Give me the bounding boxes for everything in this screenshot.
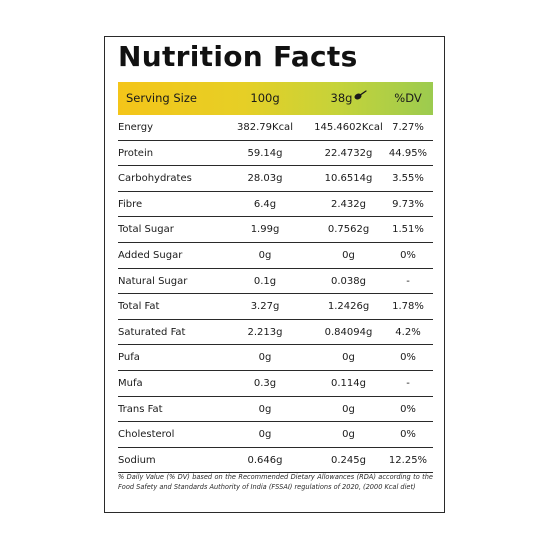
nutrient-name: Natural Sugar: [118, 275, 188, 287]
value-100g: 0.3g: [253, 377, 277, 389]
serving-size-header: Serving Size 100g 38g %DV: [118, 82, 433, 115]
table-row: Energy 382.79Kcal 145.4602Kcal 7.27%: [118, 115, 433, 141]
table-row: Mufa 0.3g 0.114g -: [118, 371, 433, 397]
value-100g: 0g: [258, 403, 272, 415]
percent-dv: 3.55%: [392, 173, 424, 185]
value-100g: 28.03g: [247, 173, 283, 185]
table-row: Fibre 6.4g 2.432g 9.73%: [118, 192, 433, 218]
table-row: Total Fat 3.27g 1.2426g 1.78%: [118, 294, 433, 320]
table-row: Pufa 0g 0g 0%: [118, 345, 433, 371]
nutrient-name: Mufa: [118, 377, 143, 389]
value-38g: 0g: [342, 403, 355, 415]
table-row: Sodium 0.646g 0.245g 12.25%: [118, 448, 433, 474]
value-100g: 6.4g: [253, 198, 277, 210]
value-100g: 59.14g: [247, 147, 283, 159]
table-row: Cholesterol 0g 0g 0%: [118, 422, 433, 448]
nutrition-facts-panel: [104, 36, 445, 513]
table-row: Trans Fat 0g 0g 0%: [118, 397, 433, 423]
value-100g: 0.1g: [253, 275, 277, 287]
table-row: Saturated Fat 2.213g 0.84094g 4.2%: [118, 320, 433, 346]
nutrient-name: Total Fat: [118, 301, 160, 313]
percent-dv: 0%: [400, 429, 416, 441]
percent-dv: 1.78%: [392, 301, 424, 313]
nutrient-name: Protein: [118, 147, 154, 159]
nutrient-name: Cholesterol: [118, 429, 175, 441]
percent-dv: 12.25%: [388, 454, 428, 466]
spoon-icon: [354, 81, 368, 114]
value-38g: 0.245g: [331, 454, 366, 466]
value-38g: 0g: [342, 352, 355, 364]
percent-dv: 0%: [400, 352, 416, 364]
percent-dv: 4.2%: [395, 326, 421, 338]
nutrient-name: Added Sugar: [118, 249, 183, 261]
percent-dv: -: [406, 377, 410, 389]
value-38g: 2.432g: [331, 198, 366, 210]
value-100g: 0g: [258, 429, 272, 441]
column-header-38g: 38g: [304, 82, 394, 115]
value-100g: 1.99g: [250, 224, 280, 236]
page-title: Nutrition Facts: [118, 40, 358, 73]
column-header-100g: 100g: [250, 91, 280, 105]
nutrient-name: Trans Fat: [118, 403, 163, 415]
nutrient-name: Saturated Fat: [118, 326, 186, 338]
nutrient-name: Fibre: [118, 198, 143, 210]
table-row: Carbohydrates 28.03g 10.6514g 3.55%: [118, 166, 433, 192]
footnote: % Daily Value (% DV) based on the Recomm…: [118, 473, 433, 491]
percent-dv: 1.51%: [392, 224, 424, 236]
percent-dv: 0%: [400, 403, 416, 415]
value-100g: 0.646g: [247, 454, 283, 466]
percent-dv: -: [406, 275, 410, 287]
table-row: Protein 59.14g 22.4732g 44.95%: [118, 141, 433, 167]
value-38g: 0g: [342, 429, 355, 441]
column-header-dv: %DV: [394, 91, 422, 105]
value-38g: 0.84094g: [324, 326, 373, 338]
percent-dv: 0%: [400, 249, 416, 261]
value-38g: 0.038g: [331, 275, 366, 287]
nutrient-name: Total Sugar: [118, 224, 174, 236]
value-38g: 10.6514g: [324, 173, 373, 185]
value-38g: 0.114g: [331, 377, 366, 389]
table-row: Total Sugar 1.99g 0.7562g 1.51%: [118, 217, 433, 243]
value-38g: 0g: [342, 249, 355, 261]
nutrient-name: Energy: [118, 122, 154, 133]
value-38g: 1.2426g: [327, 301, 370, 313]
table-row: Added Sugar 0g 0g 0%: [118, 243, 433, 269]
percent-dv: 7.27%: [392, 122, 424, 133]
nutrient-name: Carbohydrates: [118, 173, 192, 185]
nutrient-name: Sodium: [118, 454, 156, 466]
nutrient-name: Pufa: [118, 352, 140, 364]
value-100g: 382.79Kcal: [237, 122, 293, 133]
value-38g: 22.4732g: [324, 147, 373, 159]
percent-dv: 44.95%: [388, 147, 428, 159]
value-100g: 0g: [258, 249, 272, 261]
value-38g: 0.7562g: [327, 224, 370, 236]
column-header-38g-label: 38g: [330, 91, 353, 105]
value-100g: 0g: [258, 352, 272, 364]
value-100g: 3.27g: [250, 301, 280, 313]
percent-dv: 9.73%: [392, 198, 424, 210]
serving-size-label: Serving Size: [126, 91, 197, 105]
nutrient-table: Energy 382.79Kcal 145.4602Kcal 7.27% Protein…: [118, 115, 433, 474]
value-100g: 2.213g: [247, 326, 283, 338]
value-38g: 145.4602Kcal: [314, 122, 383, 133]
table-row: Natural Sugar 0.1g 0.038g -: [118, 269, 433, 295]
